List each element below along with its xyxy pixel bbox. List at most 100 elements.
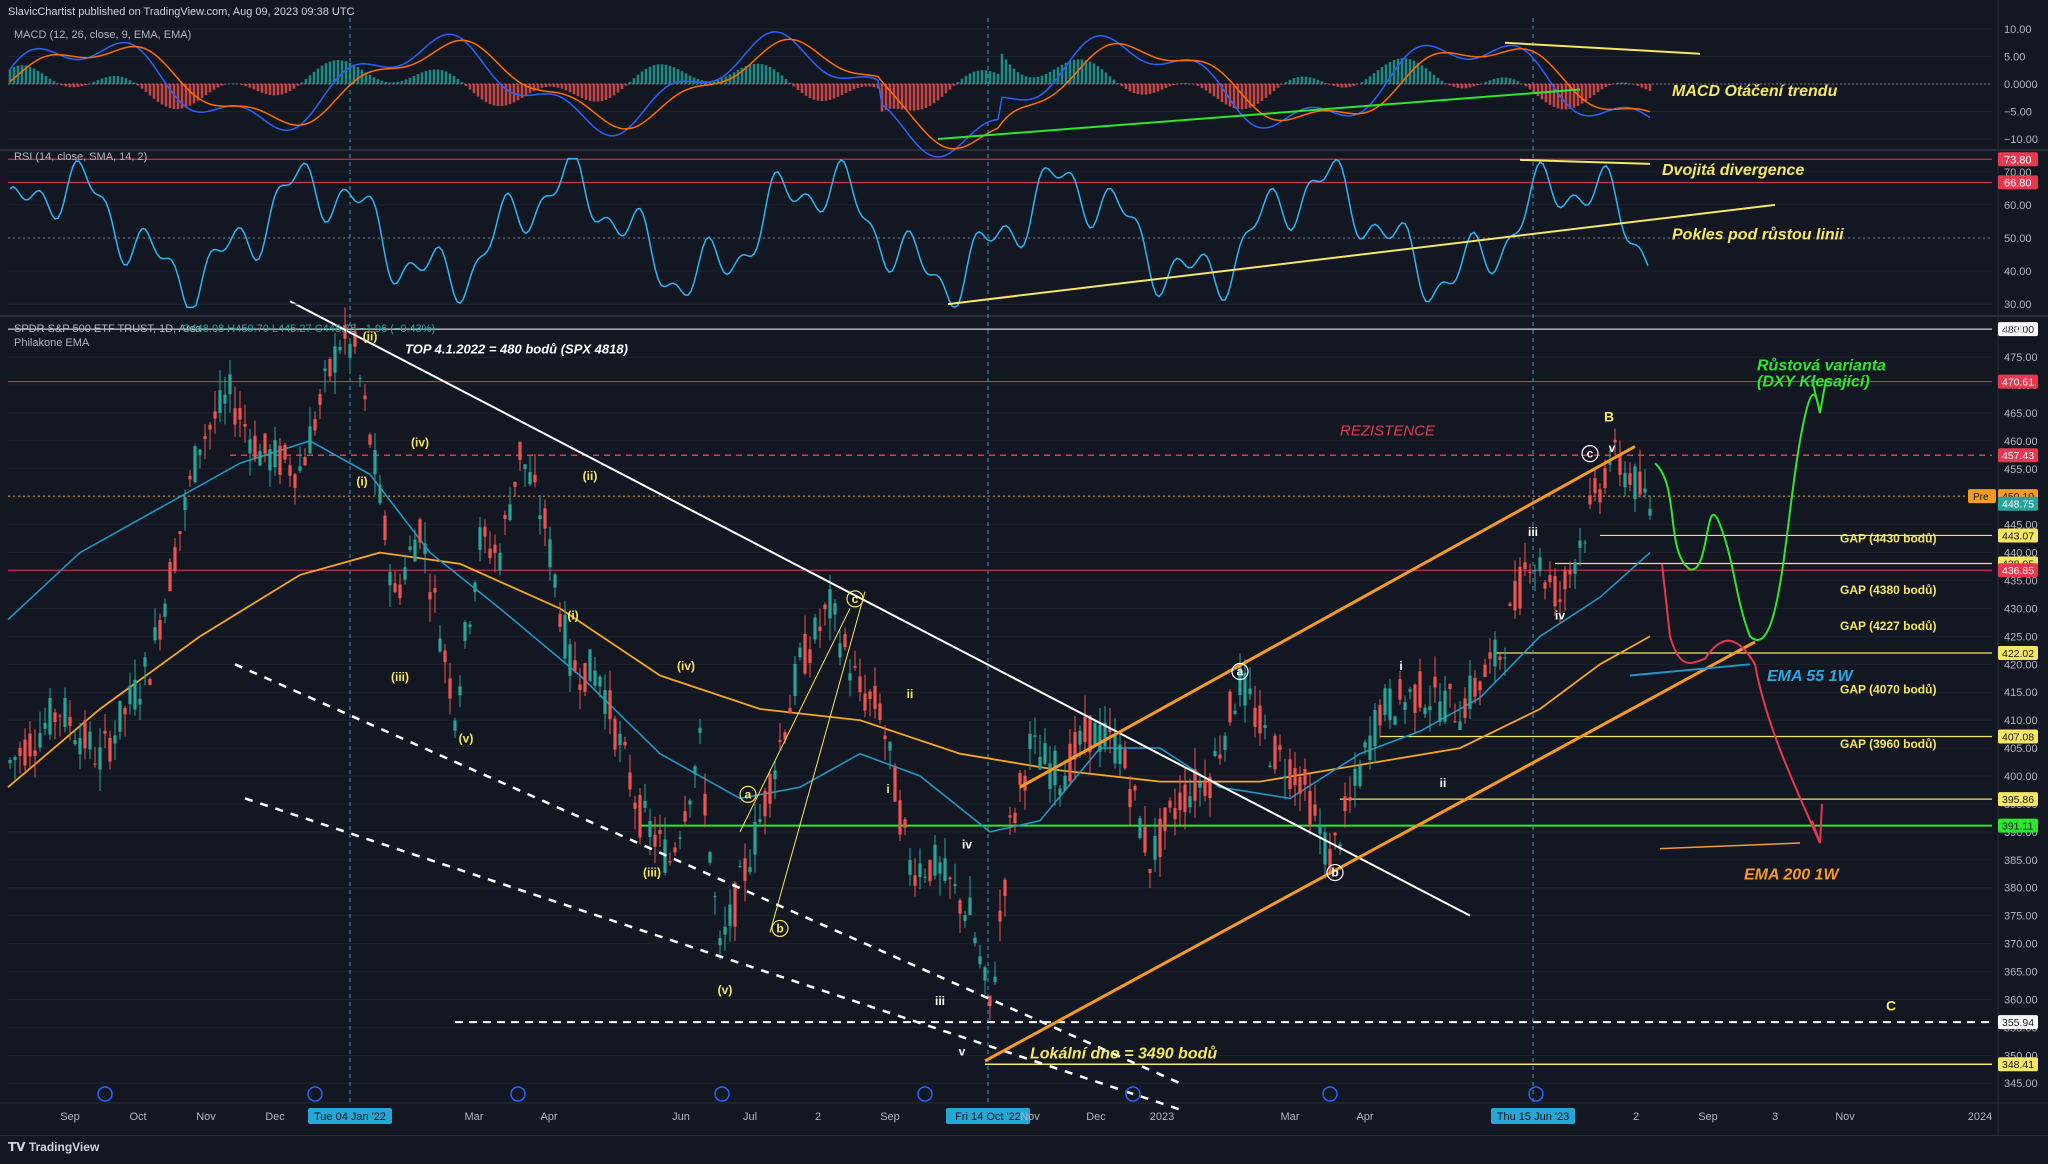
macd-histogram-bar	[1633, 84, 1636, 85]
macd-histogram-bar	[13, 67, 16, 84]
candle-body	[1583, 543, 1586, 544]
macd-histogram-bar	[561, 84, 564, 89]
symbol-legend[interactable]: SPDR S&P 500 ETF TRUST, 1D, Arca	[14, 323, 201, 335]
macd-histogram-bar	[1505, 78, 1508, 84]
candle-body	[1013, 813, 1016, 823]
macd-histogram-bar	[1585, 84, 1588, 101]
macd-histogram-bar	[1429, 71, 1432, 84]
candle-body	[963, 915, 966, 921]
macd-histogram-bar	[497, 84, 500, 106]
macd-histogram-bar	[733, 72, 736, 84]
macd-histogram-bar	[73, 84, 76, 87]
macd-histogram-bar	[1289, 80, 1292, 84]
macd-histogram-bar	[1041, 76, 1044, 84]
candle-body	[138, 699, 141, 705]
candle-body	[868, 691, 871, 699]
candle-body	[1003, 880, 1006, 896]
candle-body	[813, 618, 816, 640]
candle-body	[1113, 734, 1116, 763]
rsi-legend[interactable]: RSI (14, close, SMA, 14, 2)	[14, 151, 147, 163]
macd-histogram-bar	[413, 76, 416, 84]
macd-histogram-bar	[1473, 84, 1476, 86]
time-tick-label: 2024	[1968, 1111, 1992, 1123]
macd-histogram-bar	[909, 84, 912, 110]
macd-histogram-bar	[1485, 82, 1488, 84]
candle-body	[578, 684, 581, 689]
candle-body	[1648, 509, 1651, 516]
dividend-marker-icon	[1323, 1087, 1337, 1101]
candle-body	[1093, 723, 1096, 746]
macd-histogram-bar	[465, 84, 468, 86]
time-tick-label: 2	[1633, 1111, 1639, 1123]
candle-body	[1603, 468, 1606, 488]
macd-histogram-bar	[557, 84, 560, 88]
macd-histogram-bar	[453, 76, 456, 84]
candle-body	[598, 677, 601, 687]
candle-body	[1298, 777, 1301, 794]
macd-histogram-bar	[1421, 65, 1424, 84]
macd-histogram-bar	[1197, 84, 1200, 86]
macd-histogram-bar	[633, 78, 636, 84]
price-tick-label: 420.00	[2004, 659, 2038, 671]
macd-histogram-bar	[1573, 84, 1576, 108]
macd-histogram-bar	[849, 84, 852, 91]
candle-body	[128, 686, 131, 705]
macd-histogram-bar	[601, 84, 604, 101]
price-tick-label: 370.00	[2004, 939, 2038, 951]
footer-bar	[0, 1135, 2048, 1160]
macd-histogram-bar	[41, 73, 44, 84]
macd-histogram-bar	[1013, 69, 1016, 84]
macd-histogram-bar	[1001, 54, 1004, 84]
currency-label[interactable]: USD	[2004, 324, 2027, 336]
gap-3960-label: GAP (3960 bodů)	[1840, 737, 1936, 751]
candle-body	[1508, 604, 1511, 606]
macd-histogram-bar	[693, 77, 696, 84]
macd-histogram-bar	[757, 64, 760, 84]
candle-body	[288, 465, 291, 475]
macd-histogram-bar	[9, 70, 12, 84]
macd-histogram-bar	[1265, 84, 1268, 98]
macd-histogram-bar	[797, 84, 800, 90]
macd-histogram-bar	[789, 83, 792, 84]
ema-legend[interactable]: Philakone EMA	[14, 337, 89, 349]
macd-legend[interactable]: MACD (12, 26, close, 9, EMA, EMA)	[14, 29, 191, 41]
wave-label: (iii)	[391, 670, 409, 684]
macd-histogram-bar	[769, 67, 772, 84]
macd-histogram-bar	[961, 79, 964, 84]
macd-histogram-bar	[1037, 77, 1040, 84]
candle-body	[698, 728, 701, 733]
gap-4070-label: GAP (4070 bodů)	[1840, 682, 1936, 696]
candle-body	[758, 819, 761, 822]
candle-body	[1643, 489, 1646, 493]
macd-histogram-bar	[1009, 65, 1012, 84]
macd-histogram-bar	[385, 82, 388, 84]
candle-body	[1413, 685, 1416, 713]
candle-body	[803, 634, 806, 674]
candle-body	[1348, 797, 1351, 801]
price-tag-label: 443.07	[2002, 530, 2034, 542]
macd-histogram-bar	[1173, 84, 1176, 85]
macd-histogram-bar	[357, 67, 360, 84]
candle-body	[923, 877, 926, 878]
macd-histogram-bar	[669, 66, 672, 84]
candle-body	[953, 884, 956, 886]
wave-label: i	[1399, 659, 1402, 673]
candle-body	[1233, 711, 1236, 714]
candle-body	[438, 639, 441, 652]
candle-body	[1633, 466, 1636, 499]
macd-histogram-bar	[1349, 84, 1352, 87]
macd-histogram-bar	[1369, 76, 1372, 84]
candle-body	[648, 821, 651, 837]
lower-channel-line	[985, 642, 1755, 1061]
candle-body	[193, 446, 196, 482]
candle-body	[1553, 576, 1556, 606]
macd-histogram-bar	[1309, 77, 1312, 84]
tradingview-logo[interactable]: 𝗧𝗩 TradingView	[8, 1140, 99, 1154]
published-header: SlavicChartist published on TradingView.…	[8, 6, 355, 18]
candle-body	[473, 583, 476, 593]
macd-histogram-bar	[1533, 84, 1536, 93]
candle-body	[1538, 557, 1541, 571]
macd-histogram-bar	[261, 84, 264, 93]
rsi-rising-trendline	[948, 205, 1775, 304]
